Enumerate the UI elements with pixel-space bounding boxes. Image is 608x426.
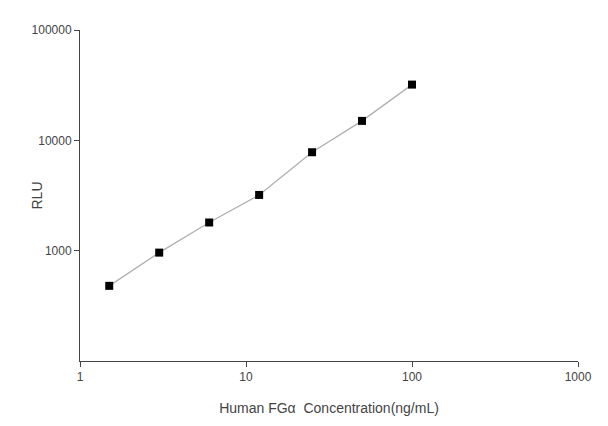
svg-text:1: 1	[77, 370, 84, 384]
svg-text:1000: 1000	[565, 370, 592, 384]
svg-text:Human FGα Concentration(ng/mL: Human FGα Concentration(ng/mL)	[219, 400, 439, 416]
svg-text:RLU: RLU	[29, 181, 45, 209]
svg-text:1000: 1000	[45, 244, 72, 258]
svg-text:100: 100	[402, 370, 422, 384]
svg-text:100000: 100000	[32, 23, 72, 37]
svg-text:10: 10	[239, 370, 253, 384]
svg-text:10000: 10000	[38, 134, 72, 148]
